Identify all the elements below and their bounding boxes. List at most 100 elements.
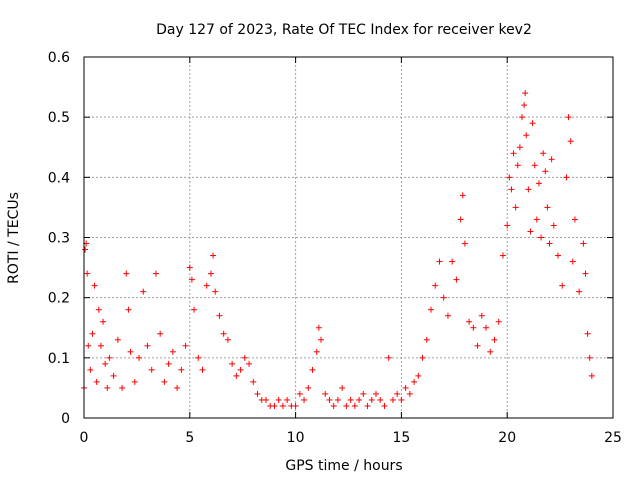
data-point: [436, 258, 443, 265]
data-point: [199, 366, 206, 373]
data-point: [449, 258, 456, 265]
data-point: [538, 234, 545, 241]
data-point: [521, 102, 528, 109]
data-point: [491, 336, 498, 343]
data-point: [233, 372, 240, 379]
data-points: [81, 90, 595, 409]
data-point: [191, 306, 198, 313]
data-point: [459, 192, 466, 199]
data-point: [402, 384, 409, 391]
data-point: [470, 324, 477, 331]
y-tick-label: 0.2: [48, 291, 70, 307]
data-point: [178, 366, 185, 373]
data-point: [203, 282, 210, 289]
data-point: [506, 174, 513, 181]
data-point: [389, 396, 396, 403]
data-point: [186, 264, 193, 271]
data-point: [110, 372, 117, 379]
data-point: [104, 384, 111, 391]
data-point: [373, 390, 380, 397]
data-point: [356, 396, 363, 403]
data-point: [123, 270, 130, 277]
data-point: [125, 306, 132, 313]
y-tick-label: 0.5: [48, 110, 70, 126]
data-point: [97, 342, 104, 349]
data-point: [275, 396, 282, 403]
data-point: [87, 366, 94, 373]
data-point: [322, 390, 329, 397]
data-point: [284, 396, 291, 403]
data-point: [576, 288, 583, 295]
y-axis-label: ROTI / TECUs: [6, 192, 22, 284]
data-point: [279, 402, 286, 409]
data-point: [131, 378, 138, 385]
data-point: [457, 216, 464, 223]
x-tick-label: 15: [392, 430, 410, 446]
data-point: [188, 276, 195, 283]
data-point: [262, 396, 269, 403]
data-point: [334, 396, 341, 403]
data-point: [296, 390, 303, 397]
data-point: [478, 312, 485, 319]
data-point: [584, 330, 591, 337]
data-point: [529, 120, 536, 127]
data-point: [415, 372, 422, 379]
data-point: [140, 288, 147, 295]
data-point: [394, 390, 401, 397]
data-point: [569, 258, 576, 265]
data-point: [423, 336, 430, 343]
data-point: [360, 390, 367, 397]
data-point: [224, 336, 231, 343]
data-point: [351, 402, 358, 409]
data-point: [563, 174, 570, 181]
x-tick-label: 5: [185, 430, 194, 446]
data-point: [474, 342, 481, 349]
data-point: [519, 114, 526, 121]
data-point: [91, 282, 98, 289]
data-point: [432, 282, 439, 289]
data-point: [326, 396, 333, 403]
data-point: [315, 324, 322, 331]
data-point: [368, 396, 375, 403]
data-point: [241, 354, 248, 361]
data-point: [580, 240, 587, 247]
data-point: [586, 354, 593, 361]
data-point: [127, 348, 134, 355]
data-point: [508, 186, 515, 193]
data-point: [207, 270, 214, 277]
data-point: [317, 336, 324, 343]
data-point: [339, 384, 346, 391]
data-point: [523, 132, 530, 139]
data-point: [516, 144, 523, 151]
data-point: [495, 318, 502, 325]
data-point: [292, 402, 299, 409]
data-point: [250, 378, 257, 385]
data-point: [195, 354, 202, 361]
data-point: [254, 390, 261, 397]
data-point: [95, 306, 102, 313]
x-tick-label: 0: [80, 430, 89, 446]
data-point: [330, 402, 337, 409]
y-tick-label: 0: [61, 411, 70, 427]
y-tick-label: 0.3: [48, 231, 70, 247]
data-point: [271, 402, 278, 409]
data-point: [504, 222, 511, 229]
data-point: [102, 360, 109, 367]
data-point: [182, 342, 189, 349]
data-point: [305, 384, 312, 391]
data-point: [114, 336, 121, 343]
data-point: [106, 354, 113, 361]
data-point: [169, 348, 176, 355]
y-tick-label: 0.4: [48, 170, 70, 186]
data-point: [309, 366, 316, 373]
data-point: [544, 204, 551, 211]
data-point: [419, 354, 426, 361]
data-point: [546, 240, 553, 247]
data-point: [82, 246, 89, 253]
axis-ticks: [83, 56, 614, 419]
data-point: [522, 90, 529, 97]
data-point: [144, 342, 151, 349]
data-point: [93, 378, 100, 385]
data-point: [347, 396, 354, 403]
